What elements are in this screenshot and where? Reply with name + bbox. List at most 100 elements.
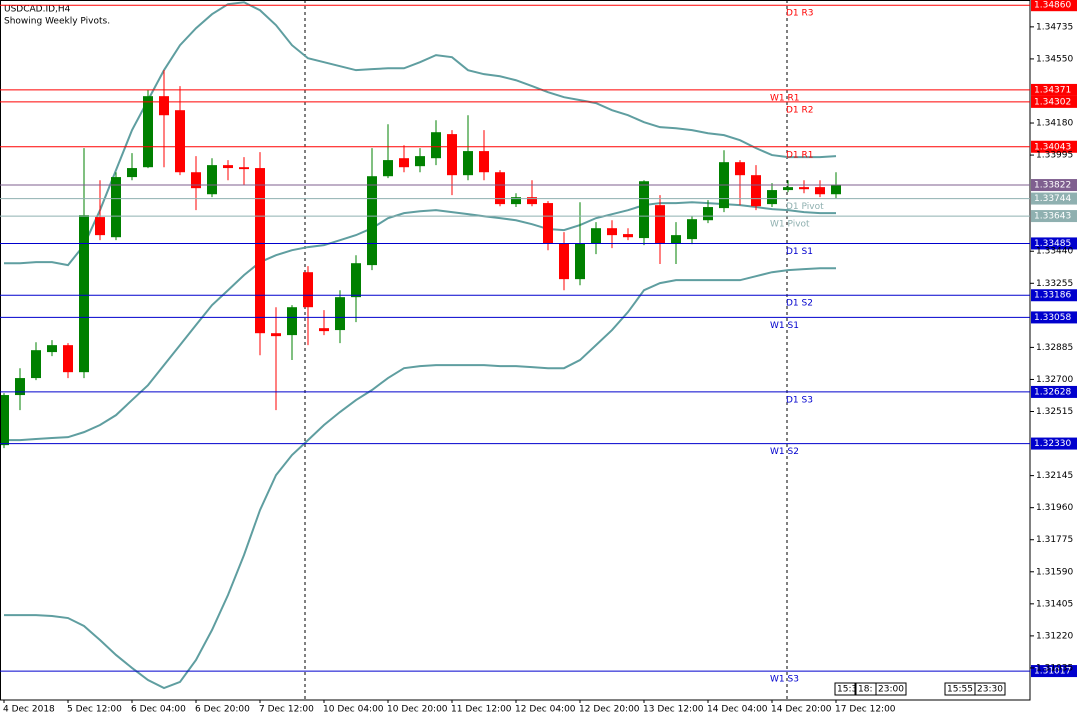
x-tick-label: 6 Dec 04:00 [131, 705, 186, 715]
pivot-label: D1 Pivot [786, 202, 824, 212]
candle-body [639, 181, 649, 239]
candle-body [95, 217, 105, 236]
candle-body [575, 243, 585, 280]
price-label: 1.34860 [1034, 1, 1071, 11]
x-tick-label: 10 Dec 20:00 [387, 705, 448, 715]
candle-body [287, 307, 297, 336]
pivot-label: D1 R1 [786, 150, 814, 160]
price-label: 1.33058 [1034, 313, 1071, 323]
candle-body [79, 215, 89, 373]
candle-body [127, 168, 137, 178]
y-tick-label: 1.32515 [1036, 407, 1073, 417]
scroll-label: 15:3 [837, 685, 857, 695]
candle-body [463, 151, 473, 176]
candle-body [111, 177, 121, 238]
y-tick-label: 1.32700 [1036, 375, 1073, 385]
candle-body [783, 187, 793, 191]
price-label-box [1031, 192, 1077, 205]
x-tick-label: 14 Dec 20:00 [771, 705, 832, 715]
candle-body [319, 328, 329, 332]
price-label: 1.33643 [1034, 212, 1071, 222]
candle-body [687, 219, 697, 240]
pivot-label: D1 R2 [786, 105, 814, 115]
pivot-label: D1 S1 [786, 247, 813, 257]
y-tick-label: 1.34550 [1036, 54, 1073, 64]
candle-body [0, 395, 9, 446]
pivot-label: D1 S3 [786, 395, 813, 405]
plot-area [0, 1, 841, 690]
scroll-label: 15:55 [947, 685, 973, 695]
price-label-box [1031, 0, 1077, 12]
candle-body [47, 345, 57, 353]
pivot-label: D1 R3 [786, 9, 814, 19]
y-tick-label: 1.33995 [1036, 151, 1073, 161]
scroll-label: 23:00 [878, 685, 904, 695]
price-label: 1.32628 [1034, 387, 1071, 397]
price-label: 1.31017 [1034, 667, 1071, 677]
price-label-box [1031, 140, 1077, 153]
price-label-box [1031, 385, 1077, 398]
candle-body [671, 235, 681, 244]
candle-body [511, 197, 521, 205]
x-tick-label: 7 Dec 12:00 [259, 705, 314, 715]
scroll-label: 23:30 [977, 685, 1003, 695]
candle-body [735, 162, 745, 176]
pivot-label: W1 R1 [770, 93, 799, 103]
candle-body [191, 172, 201, 189]
band-line [4, 267, 836, 690]
price-label: 1.33744 [1034, 194, 1071, 204]
candle-body [223, 165, 233, 169]
y-tick-label: 1.31220 [1036, 631, 1073, 641]
candle-body [367, 176, 377, 266]
candle-body [383, 160, 393, 177]
pivot-label: W1 S2 [770, 447, 799, 457]
price-label-box [1031, 237, 1077, 250]
candle-body [559, 243, 569, 280]
price-label-box [1031, 665, 1077, 678]
pivot-label: W1 S1 [770, 321, 799, 331]
scroll-label: 18: [858, 685, 872, 695]
candle-body [607, 228, 617, 236]
pivot-label: W1 S3 [770, 675, 799, 685]
scroll-box [834, 682, 856, 696]
candle-body [335, 297, 345, 331]
x-tick-label: 11 Dec 12:00 [451, 705, 512, 715]
candle-body [591, 228, 601, 244]
chart-title: USDCAD.ID,H4 [4, 5, 71, 15]
y-tick-label: 1.31960 [1036, 503, 1073, 513]
pivot-label: W1 Pivot [770, 220, 810, 230]
price-label: 1.34371 [1034, 85, 1071, 95]
candle-body [399, 158, 409, 168]
x-tick-label: 13 Dec 12:00 [643, 705, 704, 715]
candle-body [255, 168, 265, 334]
price-label-box [1031, 437, 1077, 450]
pivot-label: D1 S2 [786, 299, 813, 309]
price-label: 1.33822 [1034, 181, 1071, 191]
x-tick-label: 12 Dec 04:00 [515, 705, 576, 715]
price-label-box [1031, 179, 1077, 192]
y-tick-label: 1.31405 [1036, 599, 1073, 609]
plot-frame [0, 0, 1031, 701]
y-tick-label: 1.33255 [1036, 279, 1073, 289]
price-label-box [1031, 311, 1077, 324]
candle-body [799, 187, 809, 190]
candle-body [767, 190, 777, 205]
y-tick-label: 1.31590 [1036, 567, 1073, 577]
price-label-box [1031, 289, 1077, 302]
candle-body [479, 151, 489, 173]
candle-body [175, 110, 185, 173]
chart-subtitle: Showing Weekly Pivots. [4, 17, 110, 27]
candle-body [351, 263, 361, 298]
price-label-box [1031, 210, 1077, 223]
candle-body [543, 203, 553, 244]
candle-body [271, 333, 281, 337]
y-tick-label: 1.32145 [1036, 471, 1073, 481]
candle-body [527, 197, 537, 205]
x-tick-label: 12 Dec 20:00 [579, 705, 640, 715]
band-line [4, 201, 836, 442]
price-label-box [1031, 83, 1077, 96]
price-label: 1.32330 [1034, 439, 1071, 449]
scroll-box [974, 682, 1006, 696]
candle-body [143, 96, 153, 168]
